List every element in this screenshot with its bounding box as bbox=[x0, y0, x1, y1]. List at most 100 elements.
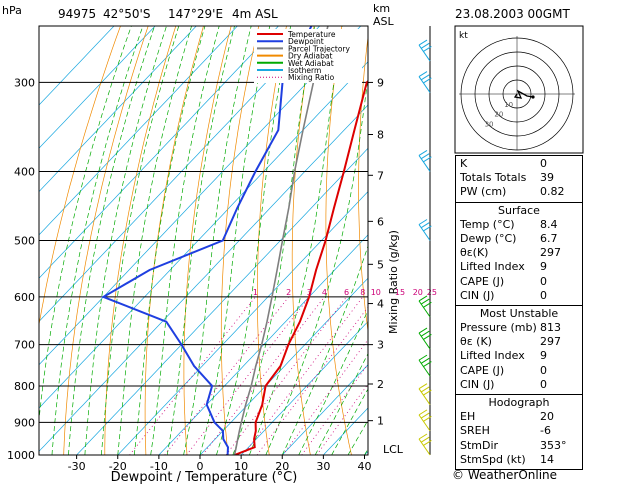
dry-adiabat-line bbox=[358, 34, 368, 334]
totals-totals-row: Totals Totals 39 bbox=[460, 171, 578, 185]
wind-barb bbox=[418, 39, 432, 62]
mixing-ratio-tick-label: 2 bbox=[286, 288, 291, 297]
mixing-ratio-tick-label: 10 bbox=[371, 288, 381, 297]
x-tick-label: 40 bbox=[358, 460, 372, 473]
surface-theta-value: 297 bbox=[540, 246, 561, 260]
dry-adiabat-line bbox=[220, 26, 260, 455]
k-index-value: 0 bbox=[540, 157, 547, 170]
wind-barb bbox=[418, 295, 432, 318]
wind-barbs bbox=[418, 39, 432, 456]
legend-label: Parcel Trajectory bbox=[288, 44, 350, 53]
sreh-row: SREH -6 bbox=[460, 424, 578, 438]
hodograph-unit: kt bbox=[459, 31, 468, 41]
wet-adiabat-line bbox=[117, 26, 192, 455]
hodograph-stats-box: Hodograph EH 20 SREH -6 StmDir 353° StmSpd … bbox=[455, 395, 583, 470]
stmdir-value: 353° bbox=[540, 438, 567, 452]
eh-label: EH bbox=[460, 410, 476, 424]
hodograph-ring-label: 20 bbox=[494, 111, 503, 119]
wind-barb bbox=[418, 150, 432, 172]
mu-li-label: Lifted Index bbox=[460, 349, 525, 363]
surface-cin-value: 0 bbox=[540, 288, 547, 302]
wet-adiabat-line bbox=[39, 26, 132, 422]
mixing-ratio-tick-label: 15 bbox=[395, 288, 405, 297]
hodograph-ring-label: 10 bbox=[504, 101, 513, 109]
wet-adiabat-line bbox=[232, 26, 316, 455]
km-tick-label: 5 bbox=[377, 258, 384, 271]
mixing-ratio-tick-label: 3 bbox=[307, 288, 312, 297]
x-tick-label: -10 bbox=[150, 460, 168, 473]
stmdir-label: StmDir bbox=[460, 438, 499, 452]
km-unit-label: km bbox=[373, 2, 390, 15]
station-lat: 42°50'S bbox=[103, 7, 150, 21]
axis-labels: 1 2 3 4 6 8 10 15 20 253004005006007008009001000-… bbox=[7, 76, 437, 473]
dry-adiabat-line bbox=[618, 26, 629, 455]
pressure-tick-label: 600 bbox=[14, 291, 35, 304]
mixing-ratio-tick-label: 6 bbox=[344, 288, 349, 297]
wind-barb bbox=[418, 433, 432, 456]
isotherm-line bbox=[282, 364, 368, 455]
wet-adiabat-line bbox=[265, 75, 368, 455]
dry-adiabat-line bbox=[104, 26, 177, 455]
mu-theta-label: θε (K) bbox=[460, 335, 492, 349]
mixing-ratio-tick-label: 25 bbox=[427, 288, 437, 297]
mixing-ratio-tick-label: 4 bbox=[322, 288, 327, 297]
stmspd-label: StmSpd (kt) bbox=[460, 452, 526, 466]
pressure-tick-label: 300 bbox=[14, 76, 35, 89]
mu-cin-row: CIN (J) 0 bbox=[460, 378, 578, 392]
wet-adiabat-line bbox=[84, 26, 167, 455]
legend-label: Mixing Ratio bbox=[288, 73, 335, 82]
credit-text: © WeatherOnline bbox=[452, 468, 558, 482]
surface-li-value: 9 bbox=[540, 260, 547, 274]
isotherm-line bbox=[199, 277, 368, 455]
surface-cape-value: 0 bbox=[540, 274, 547, 288]
wet-adiabat-line bbox=[68, 26, 155, 455]
pressure-tick-label: 1000 bbox=[7, 449, 35, 462]
mu-cin-value: 0 bbox=[540, 377, 547, 391]
dry-adiabat-line bbox=[63, 26, 149, 455]
surface-li-label: Lifted Index bbox=[460, 260, 525, 274]
isotherm-line bbox=[76, 147, 368, 455]
most-unstable-box: Most Unstable Pressure (mb) 813 θε (K) 297… bbox=[455, 305, 583, 396]
sounding-series bbox=[101, 26, 368, 455]
surface-cin-row: CIN (J) 0 bbox=[460, 289, 578, 303]
x-tick-label: 10 bbox=[234, 460, 248, 473]
pw-label: PW (cm) bbox=[460, 185, 507, 199]
hodograph-ring-label: 30 bbox=[485, 120, 494, 128]
isotherm-line bbox=[158, 234, 368, 455]
x-tick-label: 30 bbox=[316, 460, 330, 473]
wet-adiabat-line bbox=[51, 26, 144, 455]
parcel-trajectory-line bbox=[233, 26, 329, 455]
totals-totals-label: Totals Totals bbox=[460, 171, 527, 185]
surface-cape-row: CAPE (J) 0 bbox=[460, 275, 578, 289]
mixing-ratio-line bbox=[316, 383, 368, 455]
wet-adiabat-line bbox=[150, 26, 220, 455]
pressure-tick-label: 900 bbox=[14, 416, 35, 429]
station-elevation: 4m ASL bbox=[232, 7, 278, 21]
sreh-label: SREH bbox=[460, 424, 490, 438]
wind-barb bbox=[418, 71, 432, 93]
km-tick-label: 2 bbox=[377, 378, 384, 391]
surface-dewp-label: Dewp (°C) bbox=[460, 231, 517, 245]
pressure-tick-label: 800 bbox=[14, 380, 35, 393]
isotherm-line bbox=[39, 26, 362, 366]
isotherm-line bbox=[240, 320, 368, 455]
mu-li-value: 9 bbox=[540, 349, 547, 363]
surface-temp-row: Temp (°C) 8.4 bbox=[460, 218, 578, 232]
mixing-ratio-line bbox=[256, 306, 368, 455]
wind-barb bbox=[418, 219, 432, 241]
temperature-line bbox=[234, 79, 368, 455]
p-unit-label: hPa bbox=[2, 4, 22, 17]
mixing-ratio-line bbox=[301, 363, 368, 455]
plot-frame bbox=[38, 25, 369, 456]
mixing-ratio-tick-label: 1 bbox=[253, 288, 258, 297]
isotherm-line bbox=[117, 191, 368, 455]
isotherm-line bbox=[39, 26, 238, 236]
mixing-ratio-tick-label: 8 bbox=[360, 288, 365, 297]
isotherm-line bbox=[323, 407, 368, 455]
hodograph-trace bbox=[513, 89, 534, 99]
km-tick-label: 3 bbox=[377, 339, 384, 352]
pressure-tick-label: 500 bbox=[14, 235, 35, 248]
